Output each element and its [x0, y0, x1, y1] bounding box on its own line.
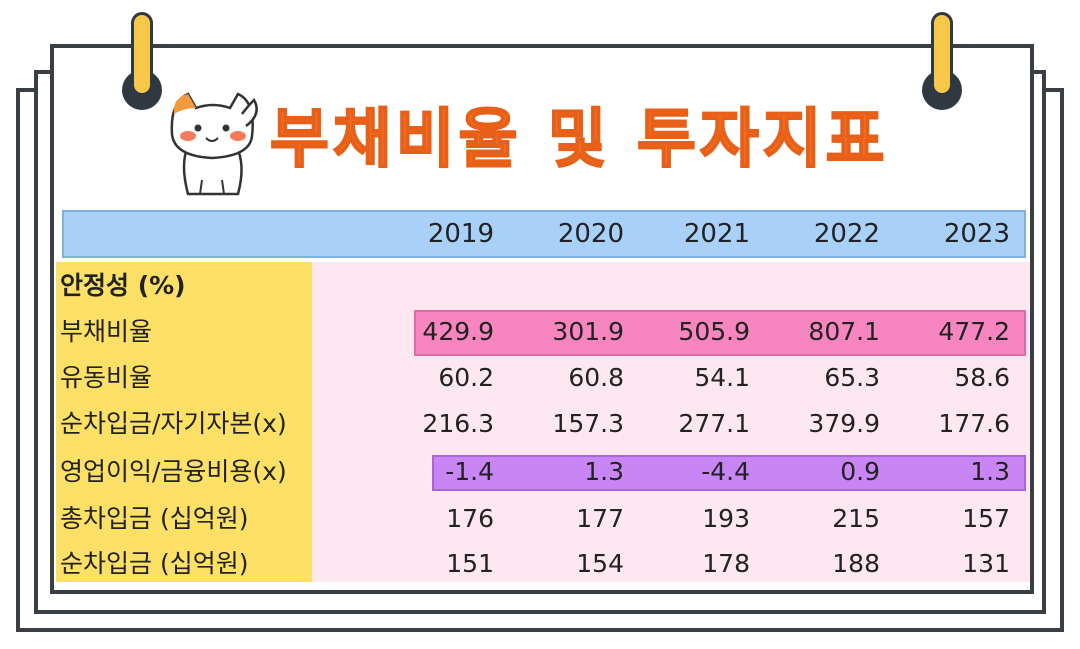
- table-cell: 60.8: [568, 363, 624, 392]
- table-cell: 277.1: [678, 409, 750, 438]
- table-cell: 505.9: [678, 317, 750, 346]
- debt-ratio-highlight: [414, 310, 1026, 356]
- row-label-interest-coverage: 영업이익/금융비용(x): [60, 457, 287, 486]
- table-cell: 54.1: [694, 363, 750, 392]
- table-cell: 151: [446, 549, 494, 578]
- binder-clip-left-icon: [131, 12, 153, 96]
- year-header-2022: 2022: [813, 219, 880, 249]
- interest-coverage-highlight: [432, 455, 1026, 491]
- year-header-2020: 2020: [557, 219, 624, 249]
- table-cell: 177: [576, 504, 624, 533]
- table-cell: 1.3: [584, 457, 624, 486]
- section-label: 안정성 (%): [60, 271, 186, 300]
- table-cell: 177.6: [938, 409, 1010, 438]
- binder-clip-right-icon: [931, 12, 953, 96]
- year-header-2019: 2019: [427, 219, 494, 249]
- table-cell: 193: [702, 504, 750, 533]
- year-header-2023: 2023: [943, 219, 1010, 249]
- table-cell: 154: [576, 549, 624, 578]
- row-label-total-debt: 총차입금 (십억원): [60, 504, 249, 533]
- cat-mascot-icon: [170, 92, 258, 196]
- table-cell: 216.3: [422, 409, 494, 438]
- table-cell: 301.9: [552, 317, 624, 346]
- table-cell: 65.3: [824, 363, 880, 392]
- year-header-2021: 2021: [683, 219, 750, 249]
- table-cell: 807.1: [808, 317, 880, 346]
- table-cell: -1.4: [445, 457, 494, 486]
- table-cell: 1.3: [970, 457, 1010, 486]
- table-cell: 188: [832, 549, 880, 578]
- table-cell: 176: [446, 504, 494, 533]
- table-cell: 429.9: [422, 317, 494, 346]
- table-cell: 178: [702, 549, 750, 578]
- table-cell: 157: [962, 504, 1010, 533]
- table-cell: 58.6: [954, 363, 1010, 392]
- table-cell: -4.4: [701, 457, 750, 486]
- table-cell: 215: [832, 504, 880, 533]
- table-cell: 0.9: [840, 457, 880, 486]
- table-header: [62, 210, 1026, 258]
- row-label-net-debt: 순차입금 (십억원): [60, 549, 249, 578]
- row-label-current-ratio: 유동비율: [60, 363, 153, 392]
- label-column: [56, 262, 312, 582]
- row-label-debt-ratio: 부채비율: [60, 317, 153, 346]
- table-cell: 379.9: [808, 409, 880, 438]
- table-cell: 131: [962, 549, 1010, 578]
- table-cell: 477.2: [938, 317, 1010, 346]
- table-cell: 60.2: [438, 363, 494, 392]
- page-title: 부채비율 및 투자지표: [269, 103, 889, 177]
- table-cell: 157.3: [552, 409, 624, 438]
- row-label-net-debt-equity: 순차입금/자기자본(x): [60, 409, 287, 438]
